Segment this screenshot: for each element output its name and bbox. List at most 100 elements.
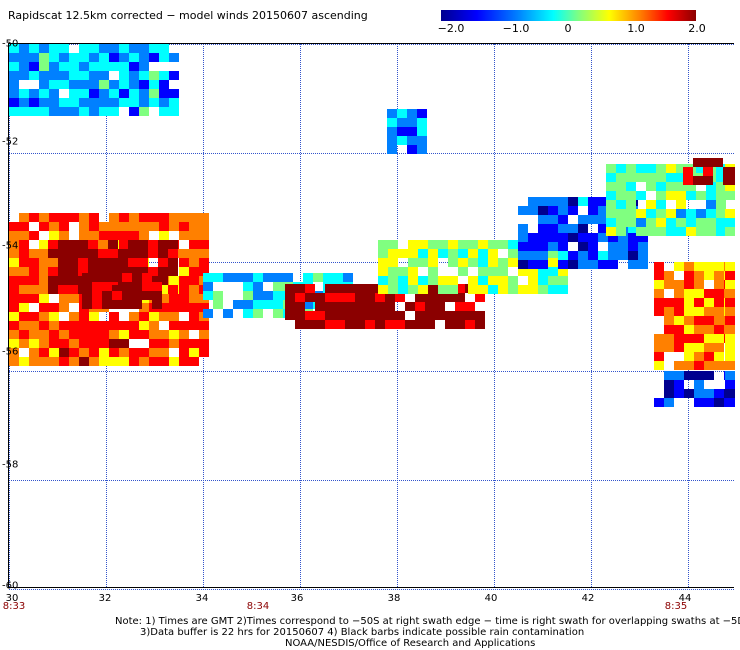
wind-difference-cell — [528, 232, 539, 242]
wind-difference-cell — [557, 267, 568, 277]
wind-difference-cell — [189, 284, 199, 294]
wind-difference-cell — [704, 325, 715, 334]
wind-difference-cell — [548, 196, 559, 206]
wind-difference-cell — [465, 319, 476, 329]
wind-difference-cell — [315, 301, 326, 311]
wind-difference-cell — [323, 272, 333, 282]
wind-difference-cell — [139, 230, 149, 240]
wind-difference-cell — [139, 71, 149, 80]
wind-difference-cell — [665, 190, 676, 200]
wind-difference-cell — [179, 275, 189, 285]
wind-difference-cell — [39, 347, 49, 357]
wind-difference-cell — [638, 259, 649, 269]
wind-difference-cell — [169, 89, 179, 98]
wind-difference-cell — [59, 107, 69, 116]
wind-difference-cell — [715, 208, 726, 218]
wind-difference-cell — [139, 44, 149, 53]
wind-difference-cell — [189, 302, 199, 312]
wind-difference-cell — [223, 308, 233, 318]
wind-difference-cell — [588, 241, 599, 251]
wind-difference-cell — [725, 271, 735, 280]
wind-difference-cell — [109, 329, 119, 339]
wind-difference-cell — [715, 199, 726, 209]
wind-difference-cell — [477, 249, 488, 259]
lat-tick-label: -58 — [2, 459, 19, 471]
wind-difference-cell — [49, 107, 59, 116]
wind-difference-cell — [169, 53, 179, 62]
wind-difference-cell — [141, 272, 152, 282]
wind-difference-cell — [675, 208, 686, 218]
wind-difference-cell — [537, 267, 548, 277]
wind-difference-cell — [714, 389, 725, 398]
wind-difference-cell — [199, 266, 209, 276]
lat-tick-label: -50 — [2, 38, 19, 50]
wind-difference-cell — [273, 281, 283, 291]
wind-difference-cell — [704, 398, 715, 407]
wind-difference-cell — [9, 80, 19, 89]
wind-difference-cell — [395, 292, 406, 302]
wind-difference-cell — [179, 356, 189, 366]
wind-difference-cell — [101, 290, 112, 300]
wind-difference-cell — [674, 289, 685, 298]
wind-difference-cell — [59, 320, 69, 330]
wind-difference-cell — [618, 250, 629, 260]
wind-difference-cell — [131, 272, 142, 282]
wind-difference-cell — [694, 262, 705, 271]
wind-difference-cell — [578, 250, 589, 260]
wind-difference-cell — [467, 240, 478, 250]
wind-difference-cell — [638, 241, 649, 251]
wind-difference-cell — [703, 167, 714, 177]
wind-difference-cell — [139, 98, 149, 107]
wind-difference-cell — [635, 226, 646, 236]
wind-difference-cell — [548, 223, 559, 233]
wind-difference-cell — [49, 80, 59, 89]
wind-difference-cell — [79, 257, 89, 267]
wind-difference-cell — [695, 190, 706, 200]
wind-difference-cell — [527, 276, 538, 286]
wind-difference-cell — [694, 271, 705, 280]
wind-difference-cell — [99, 320, 109, 330]
wind-difference-cell — [605, 226, 616, 236]
wind-difference-cell — [618, 232, 629, 242]
wind-difference-cell — [497, 276, 508, 286]
wind-difference-cell — [129, 107, 139, 116]
wind-difference-cell — [159, 107, 169, 116]
wind-difference-cell — [159, 284, 169, 294]
wind-difference-cell — [714, 280, 725, 289]
wind-difference-cell — [518, 241, 529, 251]
wind-difference-cell — [467, 258, 478, 268]
wind-difference-cell — [169, 71, 179, 80]
wind-difference-cell — [199, 230, 209, 240]
wind-difference-cell — [387, 145, 398, 155]
wind-difference-cell — [518, 232, 529, 242]
wind-difference-cell — [588, 232, 599, 242]
wind-difference-cell — [129, 329, 139, 339]
wind-difference-cell — [137, 240, 148, 250]
wind-difference-cell — [295, 301, 306, 311]
wind-difference-cell — [407, 285, 418, 295]
wind-difference-cell — [139, 347, 149, 357]
wind-difference-cell — [89, 89, 99, 98]
wind-difference-cell — [263, 272, 273, 282]
wind-difference-cell — [568, 232, 579, 242]
wind-difference-cell — [704, 298, 715, 307]
wind-difference-cell — [477, 267, 488, 277]
wind-difference-cell — [57, 240, 68, 250]
wind-difference-cell — [119, 71, 129, 80]
wind-difference-cell — [365, 310, 376, 320]
wind-difference-cell — [19, 71, 29, 80]
wind-difference-cell — [625, 181, 636, 191]
wind-difference-cell — [129, 347, 139, 357]
wind-difference-cell — [101, 281, 112, 291]
wind-difference-cell — [615, 172, 626, 182]
wind-difference-cell — [704, 371, 715, 380]
wind-difference-cell — [455, 301, 466, 311]
wind-difference-cell — [507, 285, 518, 295]
wind-difference-cell — [117, 249, 128, 259]
wind-difference-cell — [487, 285, 498, 295]
wind-difference-cell — [725, 208, 735, 218]
wind-difference-cell — [628, 241, 639, 251]
wind-difference-cell — [139, 320, 149, 330]
wind-difference-cell — [79, 320, 89, 330]
wind-difference-cell — [705, 190, 716, 200]
